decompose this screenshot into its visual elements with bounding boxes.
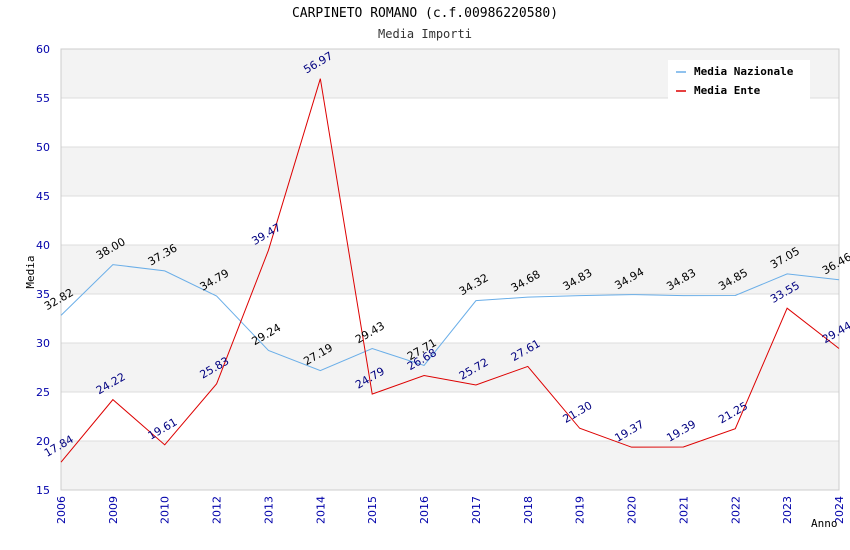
x-tick-label: 2022 xyxy=(729,496,742,524)
y-tick-label: 60 xyxy=(36,43,50,56)
x-tick-label: 2010 xyxy=(159,496,172,524)
x-tick-label: 2016 xyxy=(418,496,431,524)
y-tick-label: 30 xyxy=(36,337,50,350)
series-line-media-nazionale xyxy=(60,264,840,372)
data-label: 39.47 xyxy=(249,221,283,248)
x-tick-label: 2012 xyxy=(211,496,224,524)
grid-lines xyxy=(61,48,839,491)
x-tick-label: 2009 xyxy=(107,496,120,524)
legend-label-media-ente: Media Ente xyxy=(694,84,761,97)
plot-frame xyxy=(60,48,840,491)
x-axis-label: Anno xyxy=(811,517,838,530)
x-tick-label: 2020 xyxy=(626,496,639,524)
y-tick-label: 35 xyxy=(36,288,50,301)
y-tick-label: 40 xyxy=(36,239,50,252)
x-tick-label: 2018 xyxy=(522,496,535,524)
x-tick-label: 2015 xyxy=(366,496,379,524)
series-line-media-ente xyxy=(60,78,840,463)
x-tick-label: 2013 xyxy=(262,496,275,524)
grid-band xyxy=(61,441,839,490)
x-tick-label: 2021 xyxy=(677,496,690,524)
data-label: 29.43 xyxy=(353,319,387,346)
series-lines xyxy=(60,78,840,463)
legend: Media Nazionale Media Ente xyxy=(668,60,810,102)
x-axis-ticks: 2006 2009 2010 2012 2013 2014 2015 2016 2017 2018… xyxy=(55,496,846,524)
data-label: 19.61 xyxy=(146,415,180,442)
x-tick-label: 2023 xyxy=(781,496,794,524)
y-tick-label: 25 xyxy=(36,386,50,399)
x-tick-label: 2006 xyxy=(55,496,68,524)
y-axis-label: Media xyxy=(24,255,37,288)
grid-band xyxy=(61,245,839,294)
legend-box xyxy=(668,60,810,102)
y-tick-label: 50 xyxy=(36,141,50,154)
grid-band xyxy=(61,147,839,196)
y-tick-label: 20 xyxy=(36,435,50,448)
x-tick-label: 2024 xyxy=(833,496,846,524)
grid-band xyxy=(61,343,839,392)
chart-subtitle: Media Importi xyxy=(378,27,472,41)
y-tick-label: 15 xyxy=(36,484,50,497)
data-label: 21.25 xyxy=(716,399,750,426)
y-tick-label: 45 xyxy=(36,190,50,203)
y-axis-ticks: 15 20 25 30 35 40 45 50 55 60 xyxy=(36,43,50,497)
chart-title: CARPINETO ROMANO (c.f.00986220580) xyxy=(291,6,559,21)
data-label: 29.44 xyxy=(820,319,850,346)
data-label: 21.30 xyxy=(561,399,595,426)
y-tick-label: 55 xyxy=(36,92,50,105)
legend-label-media-nazionale: Media Nazionale xyxy=(694,65,794,78)
x-tick-label: 2017 xyxy=(470,496,483,524)
grid-bands xyxy=(61,49,839,490)
x-tick-label: 2019 xyxy=(574,496,587,524)
x-tick-label: 2014 xyxy=(314,496,327,524)
